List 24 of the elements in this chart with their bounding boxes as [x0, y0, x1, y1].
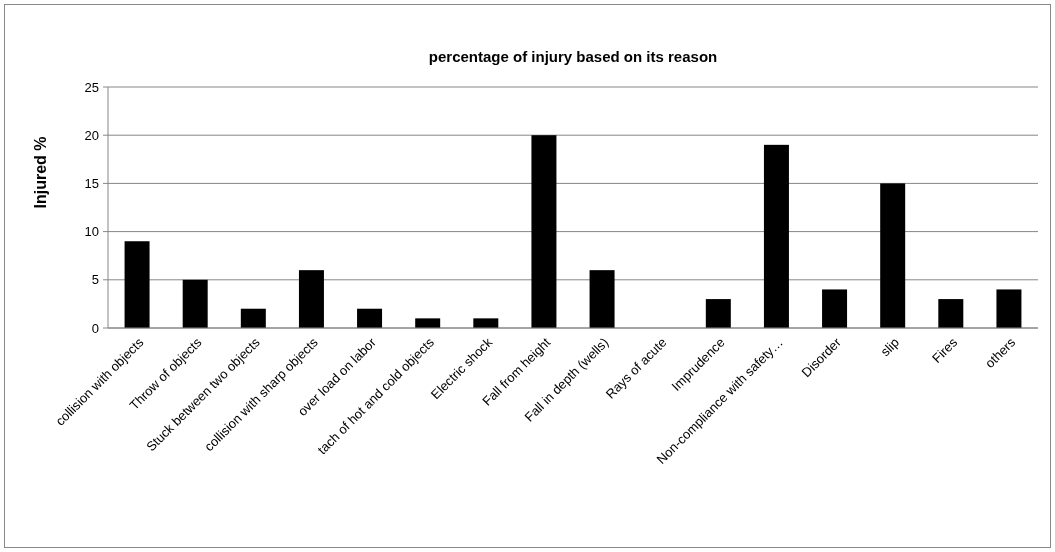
chart-title: percentage of injury based on its reason [428, 48, 718, 65]
bar [240, 308, 266, 328]
y-axis-title: Injured % [32, 136, 49, 209]
y-tick-label: 10 [84, 224, 99, 240]
bar [124, 241, 150, 328]
y-tick-label: 25 [84, 79, 99, 95]
y-tick-label: 5 [91, 272, 99, 288]
bar [531, 135, 557, 328]
bar [298, 270, 324, 328]
bar [589, 270, 615, 328]
y-tick-label: 20 [84, 127, 99, 143]
bar [415, 318, 441, 328]
bar [938, 299, 964, 328]
bar [705, 299, 731, 328]
bar [473, 318, 499, 328]
bar [763, 144, 789, 328]
bar [996, 289, 1022, 328]
bar [822, 289, 848, 328]
y-tick-label: 0 [91, 320, 99, 336]
x-tick-label: slip [877, 334, 903, 360]
bar [357, 308, 383, 328]
y-tick-label: 15 [84, 175, 99, 191]
bar [880, 183, 906, 328]
bar [182, 279, 208, 328]
